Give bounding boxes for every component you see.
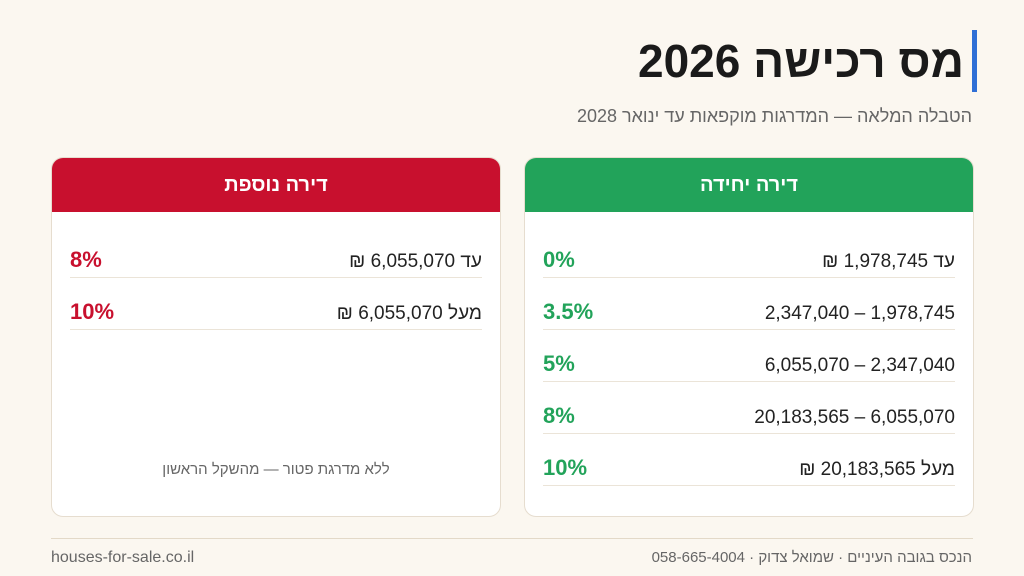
bracket-rate: 10% [543,455,588,480]
tax-bracket-row: עד 1,978,745 ₪ 0% [543,226,955,278]
page-title: מס רכישה 2026 [637,35,964,87]
bracket-rate: 10% [70,299,115,324]
additional-home-card: דירה נוספת עד 6,055,070 ₪ 8% מעל 6,055,0… [51,157,501,517]
bracket-range: מעל 20,183,565 ₪ [799,459,955,480]
footer-contact: הנכס בגובה העיניים · שמואל צדוק · 058-66… [651,549,972,566]
tax-bracket-row: מעל 6,055,070 ₪ 10% [70,278,482,330]
page-subtitle: הטבלה המלאה — המדרגות מוקפאות עד ינואר 2… [576,106,972,126]
bracket-rate: 0% [543,247,575,272]
bracket-range: מעל 6,055,070 ₪ [336,303,482,324]
footer-website-link[interactable]: houses-for-sale.co.il [51,549,195,566]
tax-bracket-row: 1,978,745 – 2,347,040 3.5% [543,278,955,330]
single-home-header: דירה יחידה [525,158,973,212]
bracket-range: עד 6,055,070 ₪ [349,251,482,272]
title-accent-bar: מס רכישה 2026 [638,30,977,92]
bracket-range: 2,347,040 – 6,055,070 [764,355,955,376]
single-home-rows: עד 1,978,745 ₪ 0% 1,978,745 – 2,347,040 … [525,212,973,486]
bracket-rate: 8% [70,247,102,272]
additional-home-rows: עד 6,055,070 ₪ 8% מעל 6,055,070 ₪ 10% [52,212,500,330]
bracket-rate: 3.5% [543,299,594,324]
tax-bracket-row: עד 6,055,070 ₪ 8% [70,226,482,278]
tax-bracket-row: 2,347,040 – 6,055,070 5% [543,330,955,382]
tax-bracket-row: מעל 20,183,565 ₪ 10% [543,434,955,486]
bracket-rate: 8% [543,403,575,428]
footer-divider [51,538,973,539]
single-home-card: דירה יחידה עד 1,978,745 ₪ 0% 1,978,745 –… [524,157,974,517]
bracket-range: 1,978,745 – 2,347,040 [764,303,955,324]
bracket-range: עד 1,978,745 ₪ [822,251,955,272]
additional-home-header: דירה נוספת [52,158,500,212]
bracket-rate: 5% [543,351,575,376]
tax-bracket-row: 6,055,070 – 20,183,565 8% [543,382,955,434]
no-exemption-note: ללא מדרגת פטור — מהשקל הראשון [162,461,390,478]
bracket-range: 6,055,070 – 20,183,565 [754,407,955,428]
